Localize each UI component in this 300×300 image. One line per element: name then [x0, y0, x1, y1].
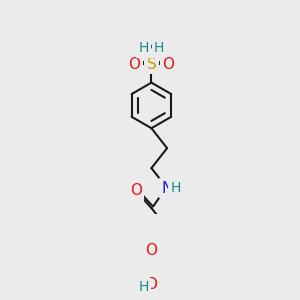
Text: O: O [146, 243, 158, 258]
Text: N: N [161, 181, 173, 196]
Text: S: S [146, 57, 156, 72]
Text: O: O [130, 183, 142, 198]
Text: H: H [138, 41, 149, 56]
Text: O: O [146, 278, 158, 292]
Text: O: O [128, 57, 140, 72]
Text: H: H [138, 280, 149, 294]
Text: N: N [146, 41, 157, 56]
Text: H: H [154, 41, 164, 56]
Text: O: O [163, 57, 175, 72]
Text: H: H [170, 181, 181, 195]
